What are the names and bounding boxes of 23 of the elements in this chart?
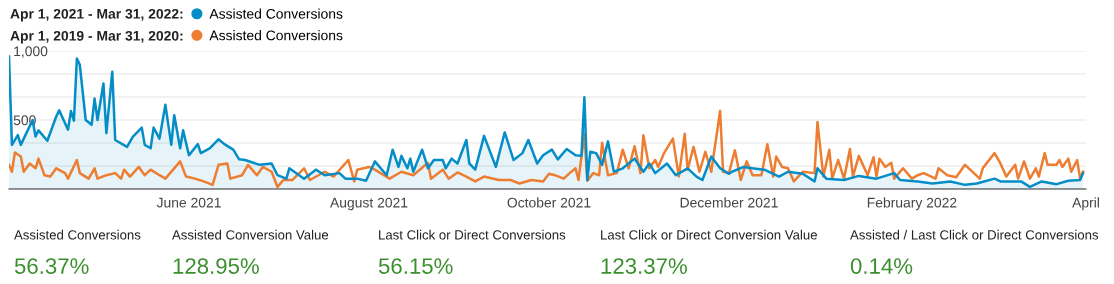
x-tick-label: October 2021: [507, 197, 591, 208]
text: 56.37%: [14, 258, 89, 274]
text: Last Click or Direct Conversion Value: [601, 229, 817, 240]
text: 123.37%: [601, 258, 687, 274]
text: Assisted Conversion Value: [172, 229, 329, 240]
x-tick-label: June 2021: [156, 197, 221, 208]
legend-label: Assisted Conversions: [209, 8, 343, 19]
x-tick-label: December 2021: [680, 197, 778, 208]
x-tick-label: April: [1072, 197, 1099, 211]
text: Assisted / Last Click or Direct Conversions: [850, 229, 1099, 240]
text: 0.14%: [850, 258, 913, 274]
legend-label: Assisted Conversions: [209, 30, 343, 41]
line-series: [9, 109, 1085, 189]
text: Apr 1, 2021 - Mar 31, 2022:: [10, 8, 183, 22]
y-tick-label: 1,000: [14, 46, 48, 58]
y-tick-label: 500: [13, 115, 36, 126]
text: 128.95%: [173, 258, 259, 274]
text: 56.15%: [378, 258, 453, 274]
x-tick-label: August 2021: [330, 197, 408, 211]
text: Assisted Conversions: [14, 229, 141, 240]
x-tick-label: February 2022: [867, 197, 957, 211]
text: Last Click or Direct Conversions: [379, 229, 566, 240]
text: Apr 1, 2019 - Mar 31, 2020:: [10, 30, 183, 44]
